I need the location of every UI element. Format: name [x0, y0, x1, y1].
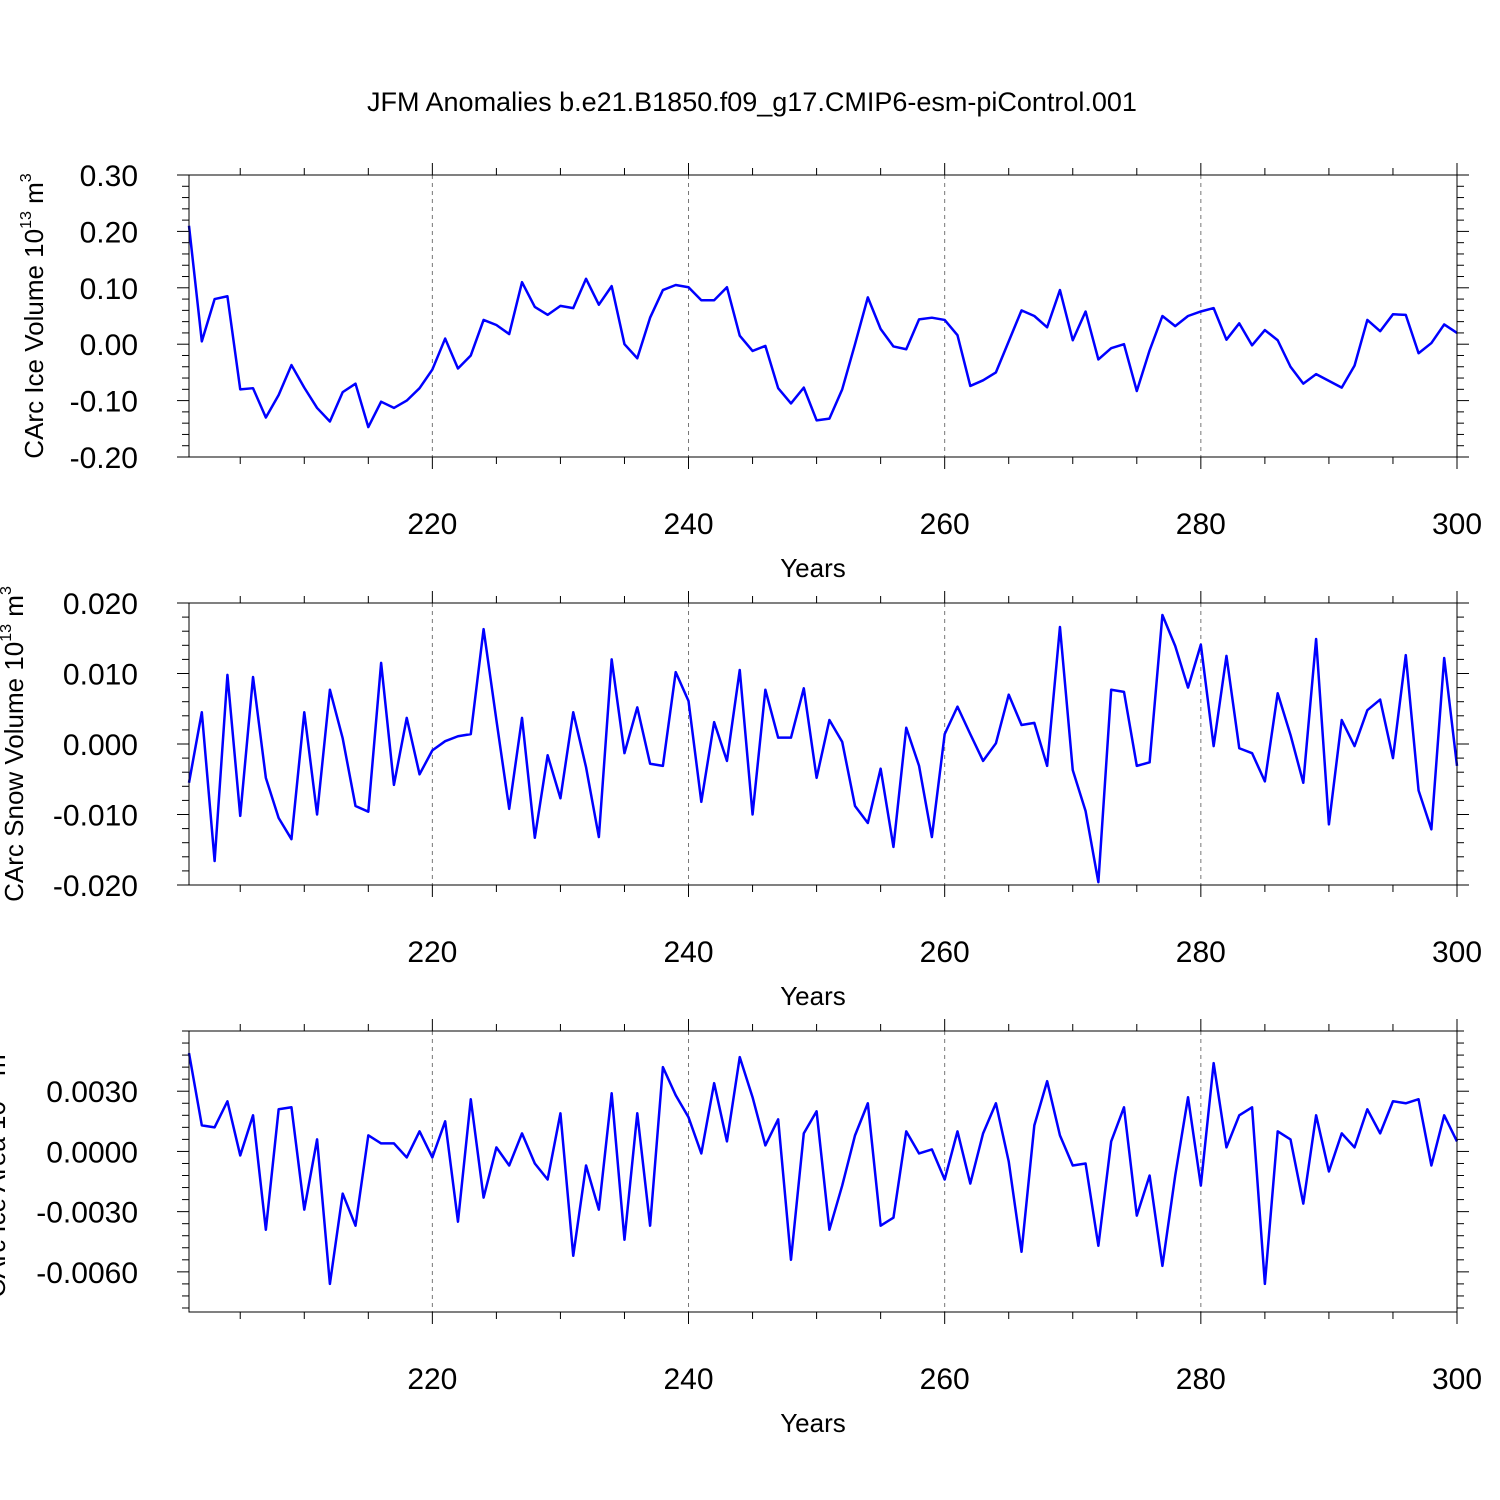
- y-tick-label: 0.30: [80, 160, 138, 193]
- y-tick-label: 0.0030: [46, 1076, 138, 1109]
- y-axis-label: CArc Ice Volume 1013 m3: [18, 173, 49, 458]
- y-axis-label-text: m: [0, 595, 29, 624]
- y-tick-label: 0.20: [80, 216, 138, 249]
- y-tick-label: -0.020: [53, 870, 138, 903]
- y-axis-label-exponent: 13: [18, 211, 35, 229]
- y-axis-label-text: m: [19, 182, 49, 211]
- plot-frame: [188, 1030, 1458, 1313]
- x-tick-label: 300: [1432, 936, 1482, 969]
- x-axis-label: Years: [780, 981, 846, 1011]
- y-axis-label-exponent: 3: [18, 173, 35, 182]
- data-line: [187, 1052, 1459, 1286]
- y-axis-label-text: m: [0, 1054, 11, 1083]
- y-tick-label: 0.020: [63, 588, 138, 621]
- x-tick-label: 220: [407, 508, 457, 541]
- data-line: [187, 225, 1458, 429]
- y-tick-label: 0.0000: [46, 1136, 138, 1169]
- x-tick-label: 300: [1432, 1363, 1482, 1396]
- x-tick-label: 280: [1176, 1363, 1226, 1396]
- x-tick-label: 240: [663, 1363, 713, 1396]
- y-tick-label: -0.20: [70, 442, 138, 475]
- x-tick-label: 240: [663, 508, 713, 541]
- plot-frame: [188, 174, 1458, 458]
- x-tick-label: 260: [920, 1363, 970, 1396]
- figure-title: JFM Anomalies b.e21.B1850.f09_g17.CMIP6-…: [367, 87, 1137, 117]
- y-axis-label: CArc Ice Area 1013 m2: [0, 1045, 11, 1297]
- x-tick-label: 280: [1176, 936, 1226, 969]
- x-tick-label: 240: [663, 936, 713, 969]
- y-axis-label-text: CArc Snow Volume 10: [0, 642, 29, 902]
- x-tick-label: 300: [1432, 508, 1482, 541]
- y-tick-label: -0.10: [70, 386, 138, 419]
- plot-frame: [188, 602, 1458, 886]
- y-axis-label-text: CArc Ice Volume 10: [19, 229, 49, 459]
- x-axis-label: Years: [780, 1408, 846, 1438]
- data-line: [187, 613, 1459, 884]
- x-tick-label: 260: [920, 508, 970, 541]
- y-tick-label: -0.010: [53, 800, 138, 833]
- y-axis-label-text: CArc Ice Area 10: [0, 1101, 11, 1298]
- y-axis-label-exponent: 13: [0, 624, 15, 642]
- x-tick-label: 280: [1176, 508, 1226, 541]
- y-tick-label: -0.0030: [36, 1197, 138, 1230]
- y-tick-label: 0.00: [80, 329, 138, 362]
- x-tick-label: 220: [407, 1363, 457, 1396]
- y-tick-label: -0.0060: [36, 1257, 138, 1290]
- y-tick-label: 0.10: [80, 273, 138, 306]
- x-tick-label: 260: [920, 936, 970, 969]
- y-axis-label: CArc Snow Volume 1013 m3: [0, 586, 29, 902]
- y-tick-label: 0.010: [63, 659, 138, 692]
- x-axis-label: Years: [780, 553, 846, 583]
- y-axis-label-exponent: 3: [0, 586, 15, 595]
- x-tick-label: 220: [407, 936, 457, 969]
- y-tick-label: 0.000: [63, 729, 138, 762]
